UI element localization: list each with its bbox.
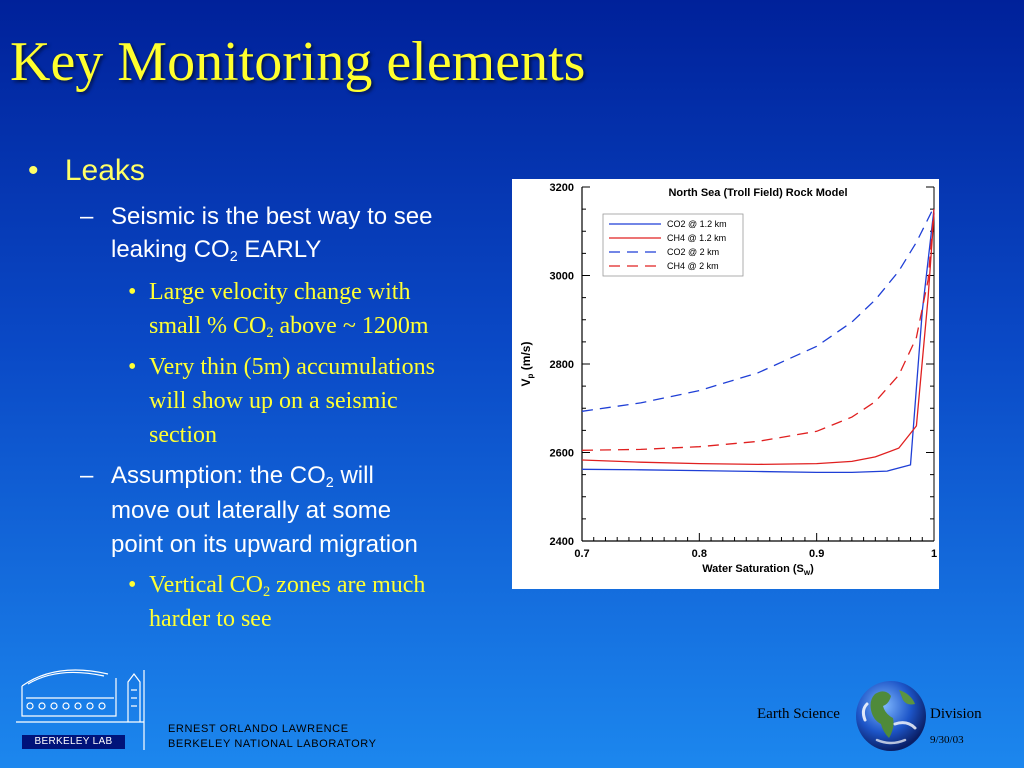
chart-svg: 2400 2600 2800 3000 3200 0.7 0.8 0.9 1 North Sea … <box>519 182 937 577</box>
bullet-leaks: • Leaks <box>28 154 145 188</box>
velocity-chart: 2400 2600 2800 3000 3200 0.7 0.8 0.9 1 North Sea … <box>512 179 939 589</box>
legend-label: CH4 @ 2 km <box>667 261 719 271</box>
slide-date: 9/30/03 <box>930 734 964 746</box>
x-tick-label: 0.8 <box>692 548 707 560</box>
x-tick-label: 0.7 <box>574 548 589 560</box>
point-thin-line1: Very thin (5m) accumulations <box>149 354 435 380</box>
bullet-marker: • <box>128 279 137 305</box>
legend-label: CH4 @ 1.2 km <box>667 233 726 243</box>
series-line-2 <box>581 213 935 466</box>
subbullet-assumption-line1: Assumption: the CO2 will <box>111 462 374 491</box>
y-tick-label: 3000 <box>550 271 574 283</box>
x-tick-label: 1 <box>931 548 937 560</box>
division-label-left: Earth Science <box>757 706 840 722</box>
lab-name-line1: ERNEST ORLANDO LAWRENCE <box>168 723 349 735</box>
y-tick-label: 2600 <box>550 448 574 460</box>
subbullet-assumption-line3: point on its upward migration <box>111 531 418 558</box>
y-tick-label: 2800 <box>550 359 574 371</box>
x-tick-label: 0.9 <box>809 548 824 560</box>
bullet-marker: • <box>128 354 137 380</box>
legend-label: CO2 @ 1.2 km <box>667 219 727 229</box>
y-axis-label: Vp (m/s) <box>519 342 535 387</box>
point-thin-line3: section <box>149 422 217 448</box>
legend-label: CO2 @ 2 km <box>667 247 719 257</box>
series-line-4 <box>581 209 935 451</box>
y-tick-label: 3200 <box>550 182 574 194</box>
subbullet-seismic-line2: leaking CO2 EARLY <box>111 236 322 265</box>
series-line-1 <box>581 209 935 474</box>
subbullet-seismic-line1: Seismic is the best way to see <box>111 203 433 230</box>
slide-title: Key Monitoring elements <box>10 31 586 93</box>
point-vertical-line2: harder to see <box>149 606 272 632</box>
bullet-marker: • <box>28 154 39 187</box>
lab-name-line2: BERKELEY NATIONAL LABORATORY <box>168 738 377 750</box>
dash-marker: – <box>80 462 94 489</box>
lab-logo-icon <box>16 669 145 750</box>
point-velocity-line1: Large velocity change with <box>149 279 411 305</box>
x-axis-label: Water Saturation (Sw) <box>702 563 814 577</box>
berkeley-lab-badge: BERKELEY LAB <box>22 735 125 749</box>
globe-icon <box>856 681 926 751</box>
subbullet-assumption-line2: move out laterally at some <box>111 497 392 524</box>
point-vertical-line1: Vertical CO2 zones are much <box>149 572 426 600</box>
point-velocity-line2: small % CO2 above ~ 1200m <box>149 313 429 341</box>
point-thin-line2: will show up on a seismic <box>149 388 398 414</box>
bullet-text: Leaks <box>64 154 145 187</box>
bullet-marker: • <box>128 572 137 598</box>
y-tick-label: 2400 <box>550 536 574 548</box>
dash-marker: – <box>80 203 94 230</box>
division-label-right: Division <box>930 706 982 722</box>
chart-title: North Sea (Troll Field) Rock Model <box>668 187 847 199</box>
